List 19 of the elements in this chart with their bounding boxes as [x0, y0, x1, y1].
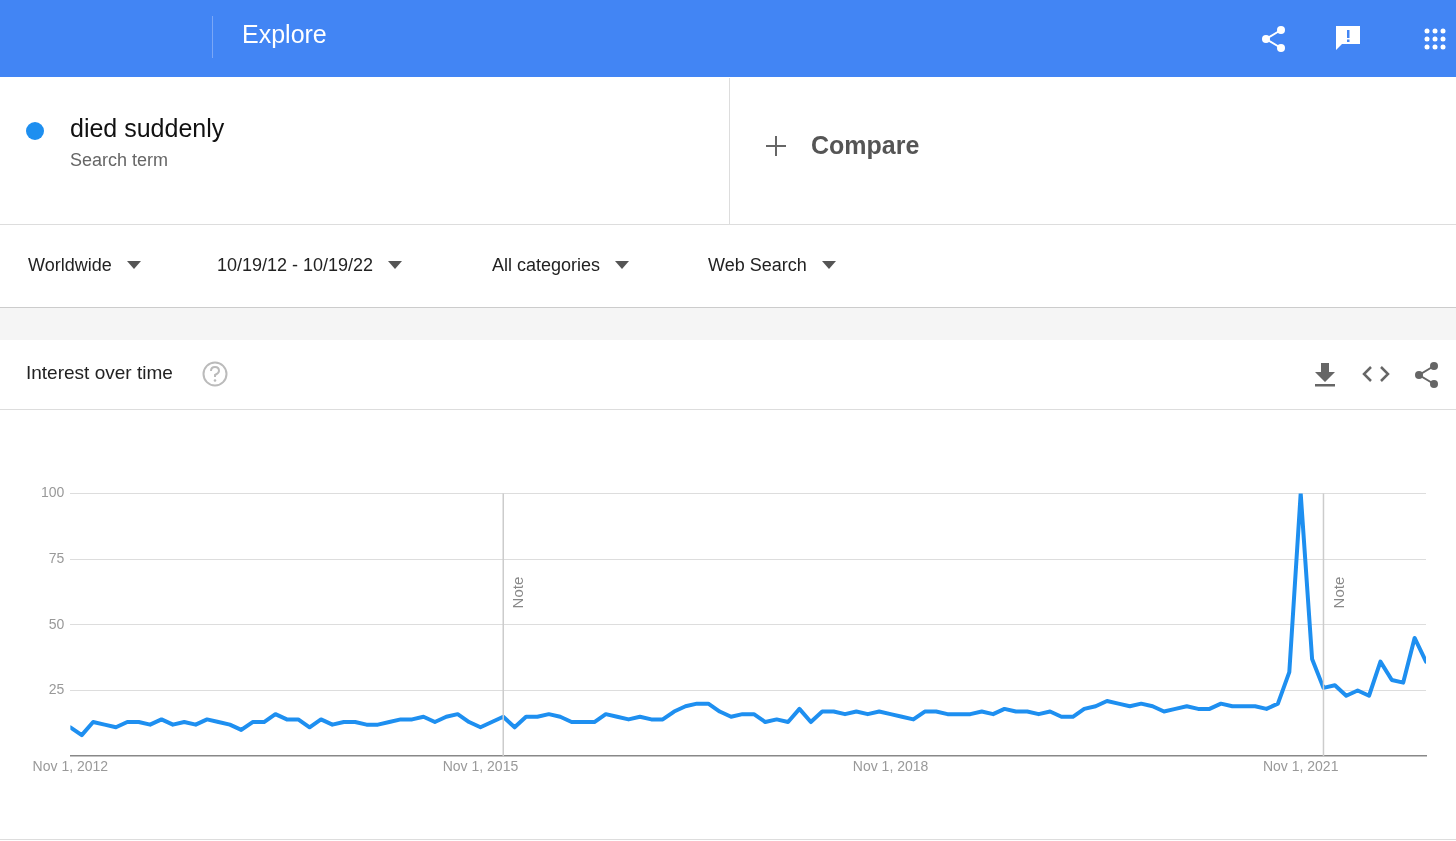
ref-line-label: Note: [1329, 576, 1347, 609]
text: All categories: [492, 255, 601, 276]
text: Search term: [70, 150, 169, 171]
text: Worldwide: [28, 255, 112, 276]
text: Explore: [242, 20, 327, 49]
x-tick-label: Nov 1, 2021: [1262, 758, 1339, 775]
y-tick-label: 75: [48, 549, 65, 566]
text: Web Search: [708, 255, 807, 276]
x-tick-label: Nov 1, 2012: [32, 758, 109, 775]
x-tick-label: Nov 1, 2015: [442, 758, 519, 775]
text: 10/19/12 - 10/19/22: [217, 255, 374, 276]
text: Compare: [811, 131, 920, 160]
legend-label: died suddenly: [70, 114, 225, 143]
y-tick-label: 50: [48, 615, 65, 632]
ref-line-label: Note: [509, 576, 527, 609]
chart-title: Interest over time: [26, 362, 173, 384]
y-tick-label: 25: [48, 681, 65, 698]
y-tick-label: 100: [41, 484, 65, 501]
x-tick-label: Nov 1, 2018: [852, 758, 929, 775]
